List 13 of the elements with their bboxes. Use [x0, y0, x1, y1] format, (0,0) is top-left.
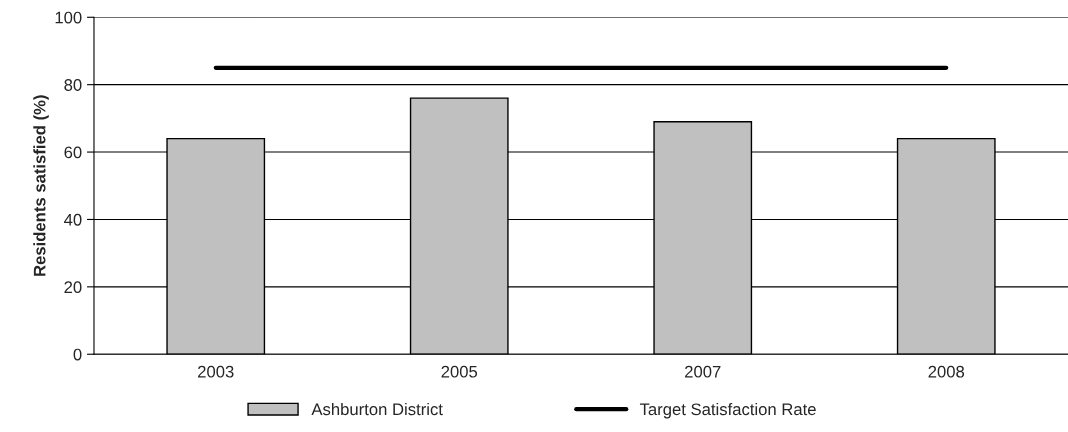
y-tick-label: 100 — [55, 11, 82, 24]
x-tick-label: 2003 — [198, 365, 234, 378]
legend-label: Ashburton District — [311, 402, 443, 416]
y-tick-label: 40 — [64, 213, 82, 226]
x-tick-label: 2005 — [441, 365, 478, 378]
y-tick-label: 20 — [64, 281, 82, 294]
x-tick-label: 2008 — [928, 365, 965, 378]
y-tick-label: 60 — [64, 146, 82, 159]
x-tick-label: 2007 — [685, 365, 721, 378]
y-axis-title: Residents satisfied (%) — [33, 95, 49, 276]
y-tick-label: 80 — [64, 79, 82, 91]
legend-label: Target Satisfaction Rate — [639, 402, 816, 419]
y-tick-label: 0 — [73, 348, 82, 361]
